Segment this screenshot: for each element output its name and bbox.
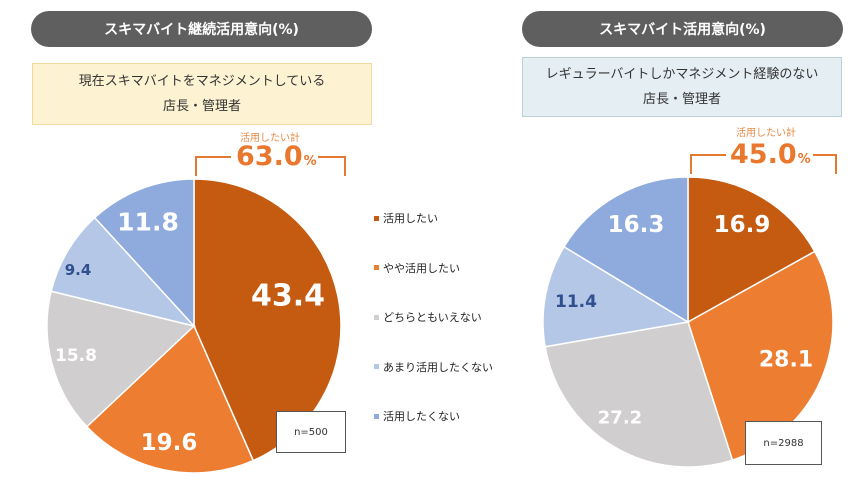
- legend-item-katsuyou-shitakunai: 活用したくない: [374, 408, 493, 424]
- legend-item-katsuyou-shitai: 活用したい: [374, 210, 493, 226]
- legend-swatch-katsuyou-shitakunai: [374, 413, 379, 419]
- chart1-subtitle: 現在スキマバイトをマネジメントしている 店長・管理者: [32, 63, 372, 125]
- chart1-total-value: 63.0%: [236, 141, 317, 172]
- chart1-slice-dochiratomo-ienai: [46, 290, 196, 428]
- chart2-bracket-right: [813, 154, 837, 174]
- chart1-slice-yaya-katsuyou-shitai: [85, 324, 255, 474]
- chart1-slice-amari-katsuyou-shitakunai: [50, 216, 197, 328]
- chart1-total-number: 63.0: [236, 141, 303, 172]
- legend-label-katsuyou-shitakunai: 活用したくない: [383, 410, 460, 423]
- chart2-subtitle-line1: レギュラーバイトしかマネジメント経験のない: [545, 67, 819, 82]
- pie-chart-1: 43.4 19.6 15.8 9.4 11.8: [46, 178, 342, 474]
- legend-item-amari-katsuyou-shitakunai: あまり活用したくない: [374, 359, 493, 375]
- chart1-total-unit: %: [303, 154, 317, 169]
- chart2-title: スキマバイト活用意向(%): [522, 11, 843, 47]
- chart1-label-yaya-katsuyou-shitai: 19.6: [141, 430, 198, 456]
- chart2-total-number: 45.0: [730, 139, 797, 170]
- legend-swatch-katsuyou-shitai: [374, 215, 379, 221]
- chart1-subtitle-line2: 店長・管理者: [162, 99, 241, 114]
- chart2-total-value: 45.0%: [730, 139, 811, 170]
- chart2-slice-katsuyou-shitai: [687, 176, 816, 324]
- legend: 活用したいやや活用したいどちらともいえない あまり活用したくない 活用したくない: [374, 210, 493, 458]
- chart2-total-caption: 活用したい計: [736, 128, 796, 139]
- legend-swatch-amari-katsuyou-shitakunai: [374, 364, 379, 369]
- chart1-sample-size: n=500: [276, 411, 346, 453]
- chart2-slice-amari-katsuyou-shitakunai: [542, 245, 691, 348]
- chart1-label-dochiratomo-ienai: 15.8: [55, 346, 97, 366]
- chart2-label-katsuyou-shitakunai: 16.3: [608, 212, 665, 238]
- chart1-total-caption: 活用したい計: [240, 133, 300, 144]
- chart1-label-katsuyou-shitakunai: 11.8: [117, 208, 179, 237]
- chart2-subtitle-line2: 店長・管理者: [642, 92, 721, 107]
- legend-label-dochiratomo-ienai: どちらともいえない: [383, 311, 482, 324]
- legend-label-katsuyou-shitai: 活用したい: [383, 212, 438, 225]
- chart2-label-yaya-katsuyou-shitai: 28.1: [759, 348, 813, 373]
- chart2-slice-katsuyou-shitakunai: [563, 176, 689, 324]
- chart2-label-amari-katsuyou-shitakunai: 11.4: [555, 292, 597, 312]
- pie-chart-2: 16.9 28.1 27.2 11.4 16.3: [542, 176, 834, 468]
- chart1-label-amari-katsuyou-shitakunai: 9.4: [65, 261, 92, 279]
- legend-item-dochiratomo-ienai: どちらともいえない: [374, 309, 493, 325]
- chart1-slice-katsuyou-shitakunai: [93, 178, 195, 328]
- chart1-bracket-left: [195, 156, 231, 176]
- chart1-bracket-right: [318, 156, 346, 176]
- legend-label-amari-katsuyou-shitakunai: あまり活用したくない: [383, 360, 493, 374]
- legend-item-yaya-katsuyou-shitai: やや活用したい: [374, 260, 493, 276]
- legend-swatch-dochiratomo-ienai: [374, 314, 379, 320]
- chart2-subtitle: レギュラーバイトしかマネジメント経験のない 店長・管理者: [522, 57, 842, 117]
- chart2-bracket-left: [690, 154, 726, 174]
- legend-swatch-yaya-katsuyou-shitai: [374, 265, 379, 270]
- chart2-label-katsuyou-shitai: 16.9: [714, 212, 771, 238]
- chart2-slice-dochiratomo-ienai: [544, 321, 734, 468]
- chart1-title: スキマバイト継続活用意向(%): [31, 11, 372, 47]
- chart2-sample-size: n=2988: [745, 421, 822, 465]
- chart2-total-unit: %: [797, 152, 811, 167]
- chart1-label-katsuyou-shitai: 43.4: [251, 279, 325, 314]
- legend-label-yaya-katsuyou-shitai: やや活用したい: [383, 261, 460, 275]
- chart1-subtitle-line1: 現在スキマバイトをマネジメントしている: [78, 74, 326, 89]
- chart2-label-dochiratomo-ienai: 27.2: [598, 408, 642, 429]
